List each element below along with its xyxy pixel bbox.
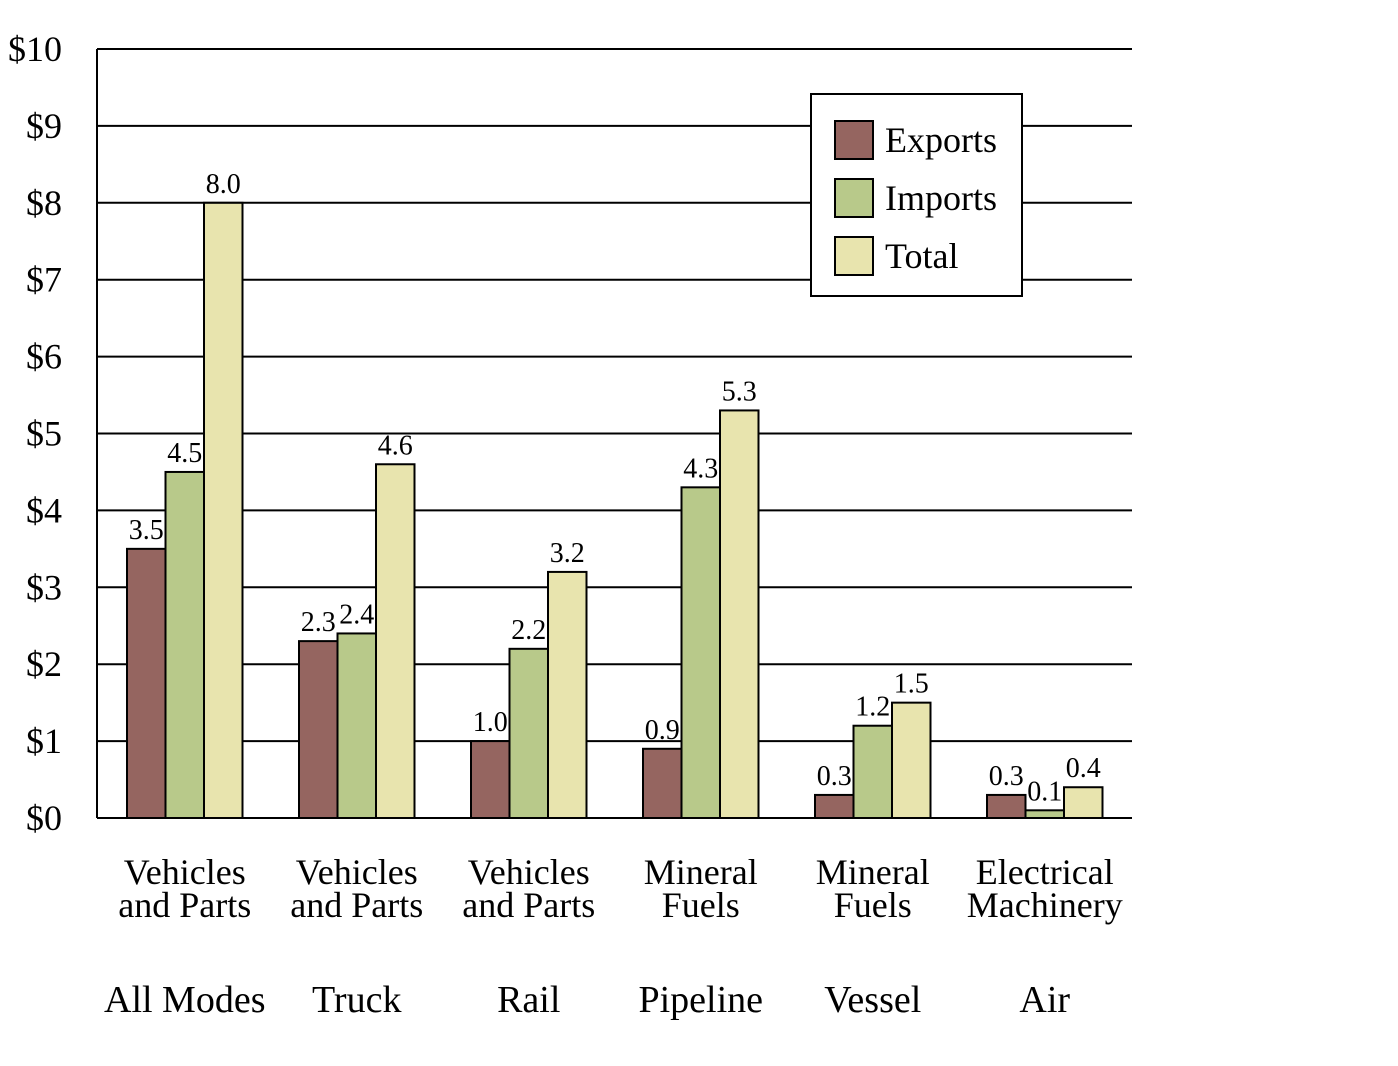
legend: Exports Imports Total <box>810 93 1023 297</box>
y-tick-label: $4 <box>26 490 62 530</box>
y-tick-label: $6 <box>26 337 62 377</box>
bar-total <box>203 201 244 820</box>
bar-imports <box>1024 809 1065 819</box>
x-category-label: Vehicles <box>468 852 590 892</box>
legend-swatch-exports <box>834 120 874 160</box>
x-category-label: Mineral <box>644 852 758 892</box>
x-category-label: Vehicles <box>296 852 418 892</box>
bar-imports <box>508 647 549 819</box>
x-category-label: Fuels <box>662 885 740 925</box>
y-tick-label: $7 <box>26 260 62 300</box>
bar-value-label: 1.0 <box>473 707 508 738</box>
x-category-label: Machinery <box>967 885 1123 925</box>
bar-value-label: 0.9 <box>645 715 680 746</box>
legend-label: Total <box>885 236 958 276</box>
x-mode-label: All Modes <box>104 979 266 1021</box>
bars <box>126 201 1104 820</box>
bar-exports <box>814 793 855 819</box>
bar-value-label: 3.5 <box>129 515 164 546</box>
bar-exports <box>126 547 167 819</box>
bar-value-label: 5.3 <box>722 376 757 407</box>
bar-exports <box>642 747 683 819</box>
y-tick-label: $10 <box>8 29 62 69</box>
x-mode-label: Air <box>1019 979 1070 1021</box>
y-tick-label: $1 <box>26 721 62 761</box>
x-mode-label: Vessel <box>824 979 921 1021</box>
x-mode-label: Truck <box>312 979 401 1021</box>
bar-imports <box>336 632 377 819</box>
legend-label: Exports <box>885 120 997 160</box>
bar-value-label: 2.4 <box>339 599 374 630</box>
x-category-label: and Parts <box>462 885 595 925</box>
bar-total <box>1063 786 1104 819</box>
y-tick-label: $9 <box>26 106 62 146</box>
bar-value-label: 8.0 <box>206 169 241 200</box>
y-tick-label: $5 <box>26 414 62 454</box>
x-category-label: Fuels <box>834 885 912 925</box>
x-mode-label: Pipeline <box>638 979 763 1021</box>
bar-value-label: 2.3 <box>301 607 336 638</box>
x-category-label: and Parts <box>290 885 423 925</box>
bar-exports <box>986 793 1027 819</box>
y-tick-label: $3 <box>26 567 62 607</box>
bar-value-label: 4.3 <box>683 453 718 484</box>
bar-imports <box>680 486 721 819</box>
bar-exports <box>298 640 339 819</box>
bar-value-label: 0.3 <box>817 761 852 792</box>
x-mode-label: Rail <box>497 979 560 1021</box>
x-category-label: Mineral <box>816 852 930 892</box>
bar-imports <box>852 724 893 819</box>
y-tick-label: $8 <box>26 183 62 223</box>
bar-value-label: 1.2 <box>855 692 890 723</box>
bar-total <box>891 701 932 820</box>
bar-value-label: 0.3 <box>989 761 1024 792</box>
bar-value-label: 2.2 <box>511 615 546 646</box>
bar-total <box>547 570 588 819</box>
bar-value-label: 3.2 <box>550 538 585 569</box>
bar-value-label: 4.6 <box>378 430 413 461</box>
bar-value-label: 1.5 <box>894 669 929 700</box>
y-tick-label: $0 <box>26 798 62 838</box>
bar-total <box>719 409 760 819</box>
x-category-label: and Parts <box>118 885 251 925</box>
bar-imports <box>164 470 205 819</box>
bar-value-label: 0.1 <box>1027 776 1062 807</box>
y-axis-ticks: $0 $1 $2 $3 $4 $5 $6 $7 $8 $9 $10 <box>8 29 62 838</box>
x-category-label: Electrical <box>976 852 1114 892</box>
legend-swatch-total <box>834 236 874 276</box>
bar-exports <box>470 740 511 819</box>
bar-value-label: 4.5 <box>167 438 202 469</box>
x-category-label: Vehicles <box>124 852 246 892</box>
bar-value-label: 0.4 <box>1066 753 1101 784</box>
bar-data-labels: 3.5 2.3 1.0 0.9 0.3 0.3 4.5 2.4 2.2 4.3 1.2 0.1 8.0 4… <box>129 169 1101 808</box>
legend-label: Imports <box>885 178 997 218</box>
y-tick-label: $2 <box>26 644 62 684</box>
legend-swatch-imports <box>834 178 874 218</box>
bar-total <box>375 463 416 819</box>
